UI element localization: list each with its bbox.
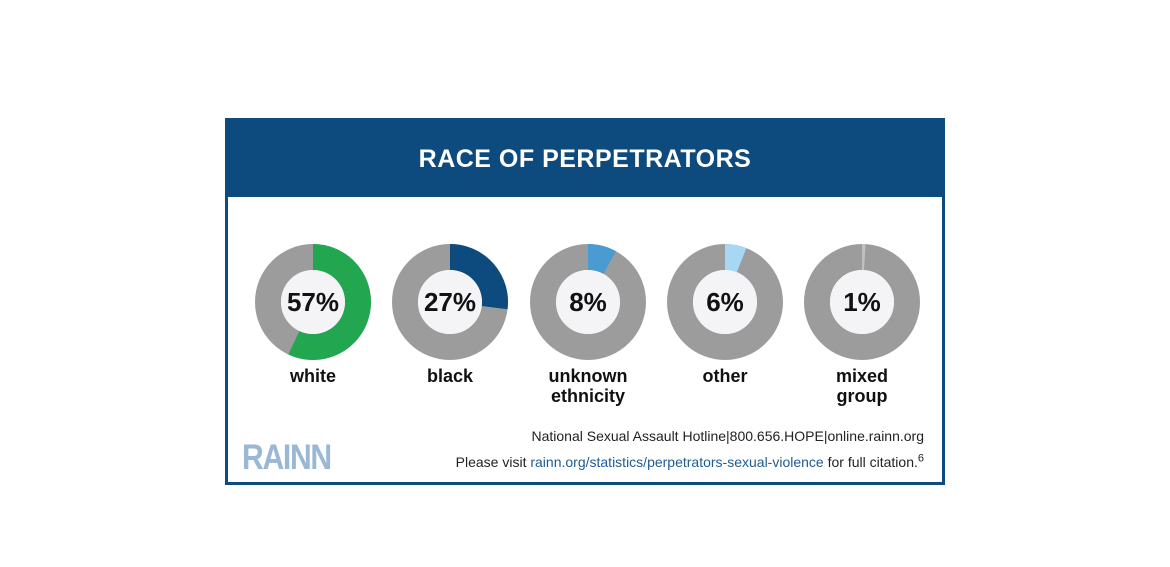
data-label-black: 27% <box>423 286 477 317</box>
donut-charts: 57% white 27% black 8% unknown ethnicity 6% oth… <box>228 121 942 482</box>
donut-svg-black <box>392 244 508 360</box>
donut-segment-other <box>724 244 747 273</box>
citation-suffix: for full citation. <box>823 454 918 470</box>
citation-prefix: Please visit <box>455 454 531 470</box>
data-label-white: 57% <box>286 286 340 317</box>
donut-center-black <box>418 270 482 334</box>
donut-svg-other <box>667 244 783 360</box>
data-label-mixed-group: 1% <box>843 286 881 317</box>
data-label-unknown-ethnicity: 8% <box>569 286 607 317</box>
hotline-text: National Sexual Assault Hotline|800.656.… <box>531 428 924 444</box>
donut-center-white <box>281 270 345 334</box>
category-label-other: other <box>702 366 748 386</box>
donut-center-other <box>693 270 757 334</box>
category-label-unknown-ethnicity: unknown ethnicity <box>548 366 628 406</box>
category-label-black: black <box>426 366 474 386</box>
rainn-logo: RAINN <box>242 438 332 477</box>
donut-center-mixed-group <box>830 270 894 334</box>
title-banner: RACE OF PERPETRATORS <box>228 121 942 197</box>
donut-svg-unknown-ethnicity <box>530 244 646 360</box>
citation-text: Please visit rainn.org/statistics/perpet… <box>455 452 924 470</box>
infographic-card: RACE OF PERPETRATORS 57% white 27% black 8% u… <box>225 118 945 485</box>
donut-segment-white <box>288 244 371 360</box>
citation-link[interactable]: rainn.org/statistics/perpetrators-sexual… <box>530 454 824 470</box>
donut-svg-mixed-group <box>804 244 920 360</box>
donut-svg-white <box>255 244 371 360</box>
donut-segment-black <box>449 244 508 310</box>
category-label-white: white <box>289 366 336 386</box>
category-label-mixed-group: mixed group <box>835 366 889 406</box>
data-label-other: 6% <box>706 286 744 317</box>
donut-center-unknown-ethnicity <box>556 270 620 334</box>
footnote-marker: 6 <box>917 452 924 465</box>
donut-segment-unknown-ethnicity <box>587 244 616 275</box>
chart-title: RACE OF PERPETRATORS <box>418 144 752 173</box>
